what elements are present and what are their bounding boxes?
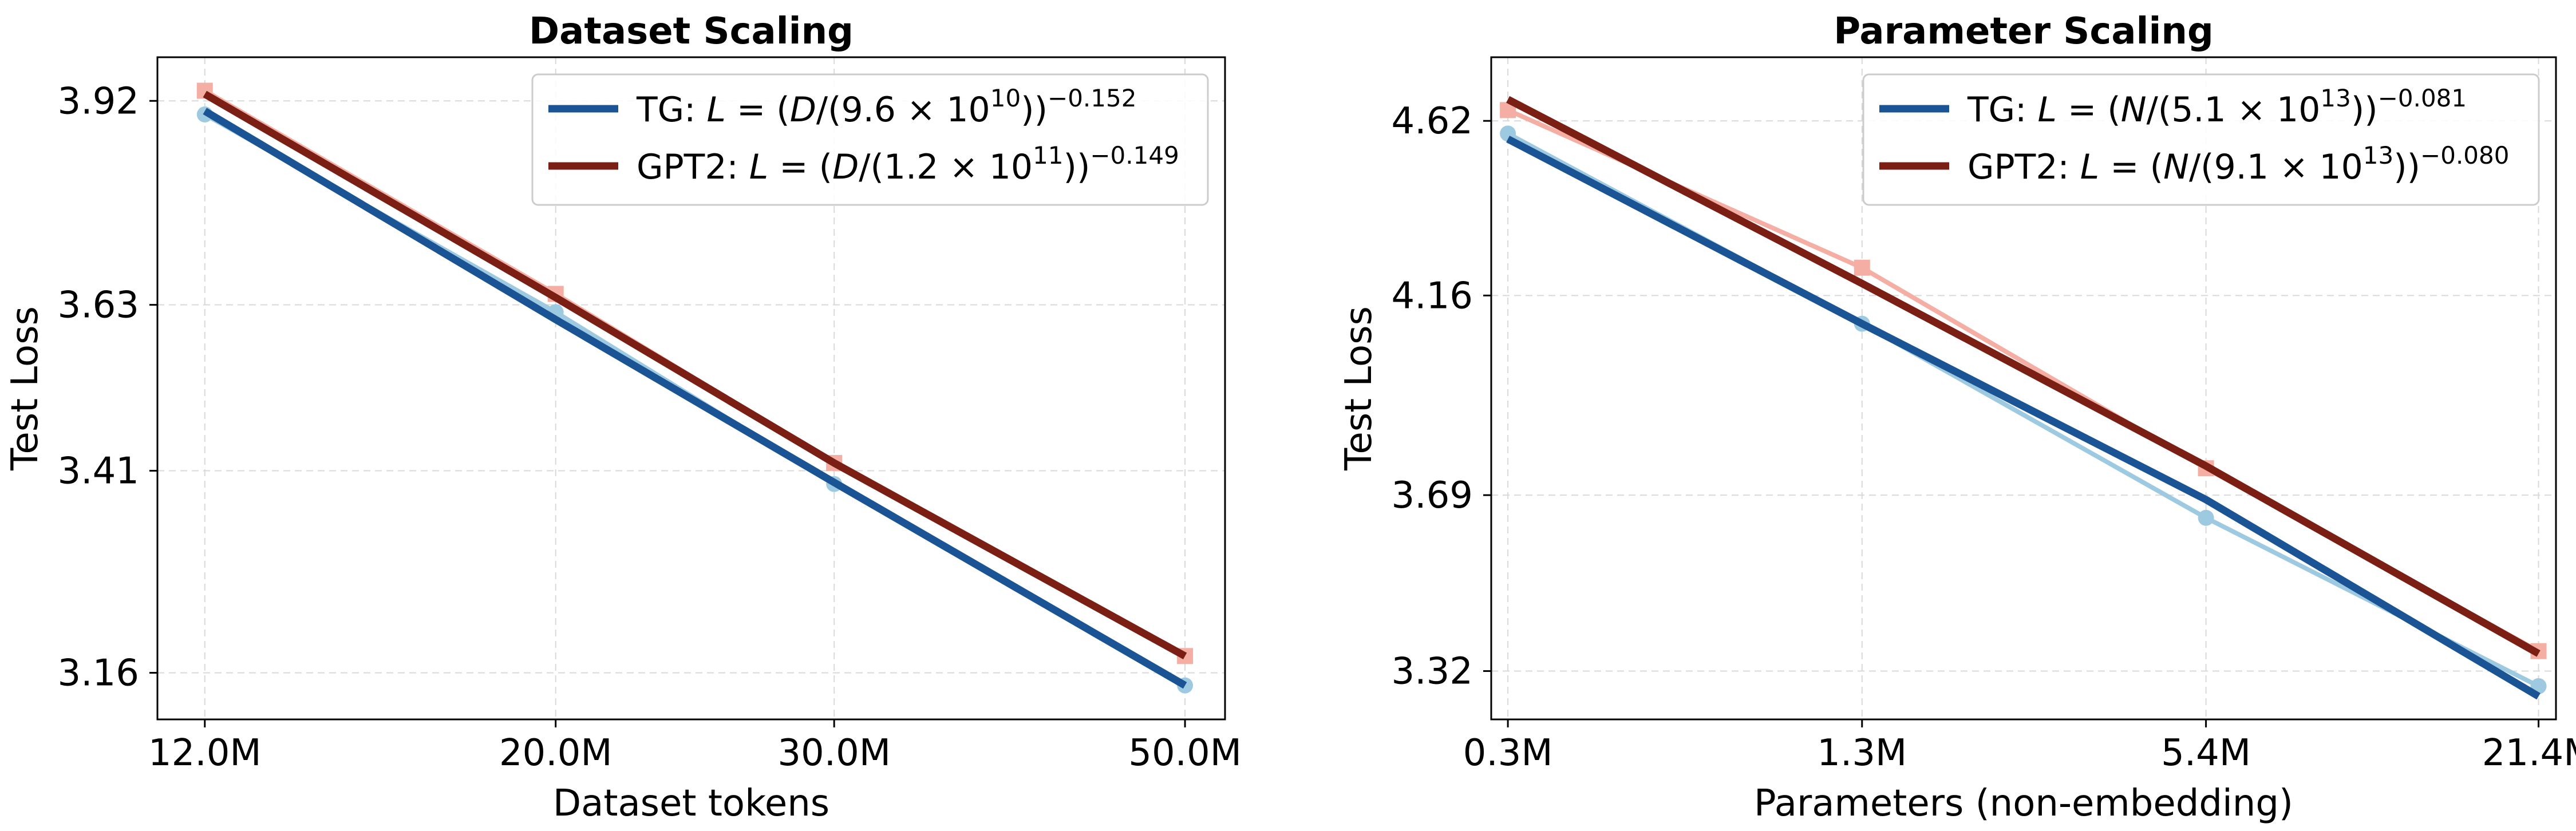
- legend-power: −0.149: [1090, 141, 1179, 169]
- legend-entry-tg: TG: L = (N/(5.1 × 1013))−0.081: [1967, 84, 2467, 130]
- x-tick-label: 0.3M: [1463, 732, 1553, 774]
- y-tick-label: 4.62: [1392, 100, 1473, 143]
- legend-prefix: GPT2:: [637, 147, 749, 187]
- legend-text: = (: [2057, 90, 2121, 130]
- x-tick-label: 5.4M: [2161, 732, 2251, 774]
- chart-title: Parameter Scaling: [1834, 10, 2214, 53]
- y-axis-label: Test Loss: [1338, 306, 1380, 471]
- chart-title: Dataset Scaling: [529, 10, 854, 53]
- legend-power: −0.080: [2420, 141, 2509, 169]
- fit-line-tg: [203, 108, 1187, 689]
- legend-entry-tg: TG: L = (D/(9.6 × 1010))−0.152: [636, 84, 1136, 130]
- axes-frame: [156, 56, 1226, 721]
- legend-entry-gpt2: GPT2: L = (D/(1.2 × 1011))−0.149: [637, 141, 1179, 187]
- legend-prefix: TG:: [636, 90, 706, 130]
- legend-exponent: 13: [2320, 84, 2350, 112]
- legend-prefix: GPT2:: [1967, 147, 2080, 187]
- legend-exponent: 10: [990, 84, 1021, 112]
- legend-text: /(1.2 × 10: [859, 147, 1033, 187]
- y-tick-label: 3.32: [1392, 651, 1473, 693]
- data-point-gpt2: [1854, 259, 1870, 276]
- fit-line-gpt2: [203, 90, 1187, 659]
- x-axis-label: Parameters (non-embedding): [1754, 782, 2293, 825]
- legend-symbol: L: [749, 147, 768, 187]
- y-tick-label: 3.41: [58, 450, 140, 493]
- fit-line-gpt2: [1506, 96, 2541, 657]
- legend-variable: D: [790, 90, 816, 130]
- axes-frame: [1490, 56, 2557, 721]
- x-tick-label: 20.0M: [499, 732, 613, 774]
- legend-text: )): [2351, 90, 2378, 130]
- legend-variable: D: [832, 147, 859, 187]
- y-tick-label: 3.69: [1392, 474, 1473, 517]
- y-tick-label: 4.16: [1392, 275, 1473, 317]
- legend-entry-gpt2: GPT2: L = (N/(9.1 × 1013))−0.080: [1967, 141, 2509, 187]
- x-tick-label: 1.3M: [1817, 732, 1907, 774]
- x-tick-label: 12.0M: [148, 732, 262, 774]
- fit-line-tg: [1506, 136, 2541, 700]
- legend-text: )): [1064, 147, 1091, 187]
- legend-text: /(5.1 × 10: [2147, 90, 2321, 130]
- y-tick-label: 3.63: [58, 284, 140, 327]
- x-tick-label: 30.0M: [777, 732, 891, 774]
- chart-panel-2: 0.3M 1.3M 5.4M 21.4M 3.32 3.69 4.16 4.62 Paramet…: [1338, 10, 2576, 825]
- legend-text: = (: [2099, 147, 2163, 187]
- chart-panel-1: 12.0M 20.0M 30.0M 50.0M 3.16 3.41 3.63 3.92 Data…: [4, 10, 1242, 825]
- x-tick-label: 50.0M: [1128, 732, 1242, 774]
- legend-symbol: L: [2080, 147, 2099, 187]
- y-tick-label: 3.92: [58, 80, 140, 122]
- legend-text: )): [1021, 90, 1048, 130]
- x-tick-label: 21.4M: [2482, 732, 2576, 774]
- legend-text: = (: [726, 90, 790, 130]
- y-tick-label: 3.16: [58, 652, 140, 695]
- x-axis-label: Dataset tokens: [553, 782, 829, 825]
- legend-symbol: L: [2037, 90, 2056, 130]
- legend-variable: N: [2163, 147, 2189, 187]
- legend-text: = (: [768, 147, 832, 187]
- legend-power: −0.152: [1048, 84, 1136, 112]
- legend-box: [531, 73, 1209, 206]
- legend-text: /(9.1 × 10: [2189, 147, 2363, 187]
- legend-text: /(9.6 × 10: [816, 90, 990, 130]
- y-axis-label: Test Loss: [4, 306, 46, 471]
- legend-box: [1862, 73, 2540, 206]
- legend-variable: N: [2121, 90, 2147, 130]
- legend-text: )): [2393, 147, 2420, 187]
- legend-symbol: L: [706, 90, 725, 130]
- legend-exponent: 13: [2363, 141, 2393, 169]
- legend-power: −0.081: [2378, 84, 2467, 112]
- legend-exponent: 11: [1033, 141, 1063, 169]
- legend-prefix: TG:: [1967, 90, 2037, 130]
- data-point-tg: [2198, 509, 2214, 526]
